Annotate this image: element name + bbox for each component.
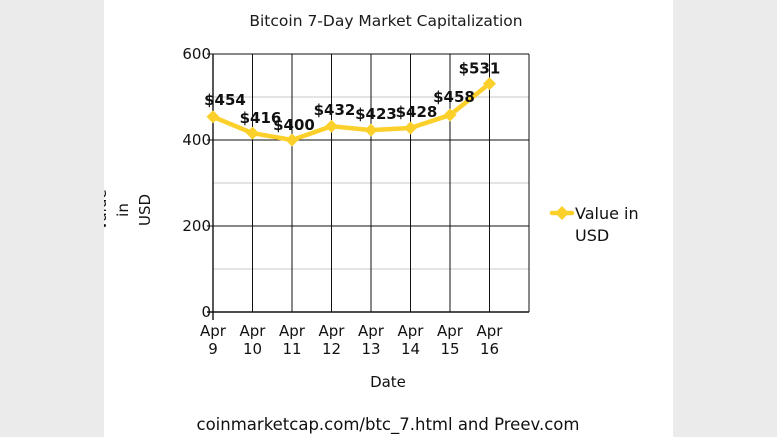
- chart-title: Bitcoin 7-Day Market Capitalization: [249, 12, 522, 30]
- x-axis-ticks: Apr 9 Apr 10 Apr 11 Apr 12 Apr 13 Apr 14 Apr 15 Apr 16: [200, 322, 503, 358]
- data-label: $423: [355, 105, 397, 123]
- series-line: [210, 81, 492, 143]
- x-tick-label: Apr 12: [319, 322, 346, 358]
- chart-card: Bitcoin 7-Day Market Capitalization 0 200…: [104, 0, 673, 437]
- data-point-marker: [246, 126, 259, 140]
- data-labels: $454$416$400$432 $423$428$458 $531: [204, 60, 500, 134]
- x-tick-label: Apr 16: [477, 322, 504, 358]
- y-tick-label: 600: [182, 45, 211, 63]
- data-label: $400: [273, 116, 315, 134]
- y-tick-label: 200: [182, 217, 211, 235]
- y-axis-ticks: 0 200 400 600: [182, 45, 211, 321]
- data-label: $458: [433, 88, 475, 106]
- x-tick-label: Apr 14: [398, 322, 425, 358]
- data-point-marker: [285, 133, 299, 147]
- data-label: $416: [240, 109, 282, 127]
- x-axis-label: Date: [370, 373, 406, 391]
- data-point-marker: [404, 121, 417, 135]
- series-value-in-usd: [206, 77, 496, 147]
- x-tick-label: Apr 10: [240, 322, 267, 358]
- legend-swatch-marker: [555, 206, 569, 220]
- data-point-marker: [483, 77, 496, 91]
- data-point-marker: [206, 110, 220, 124]
- y-tick-label: 400: [182, 131, 211, 149]
- data-label: $428: [396, 103, 438, 121]
- data-point-marker: [443, 108, 457, 122]
- y-tick-label: 0: [201, 303, 211, 321]
- data-label: $432: [314, 101, 356, 119]
- x-tick-label: Apr 15: [437, 322, 464, 358]
- data-point-marker: [325, 119, 338, 133]
- y-axis-label: Value in USD: [104, 189, 154, 230]
- data-label: $531: [459, 60, 501, 78]
- data-label: $454: [204, 91, 246, 109]
- data-point-marker: [364, 123, 378, 137]
- gridlines: [207, 53, 530, 320]
- source-footer: coinmarketcap.com/btc_7.html and Preev.c…: [197, 415, 580, 435]
- legend: Value in USD: [549, 204, 639, 245]
- x-tick-label: Apr 11: [279, 322, 306, 358]
- x-tick-label: Apr 9: [200, 322, 227, 358]
- legend-label: Value in USD: [575, 204, 639, 245]
- line-chart: Bitcoin 7-Day Market Capitalization 0 200…: [104, 12, 639, 435]
- x-tick-label: Apr 13: [358, 322, 385, 358]
